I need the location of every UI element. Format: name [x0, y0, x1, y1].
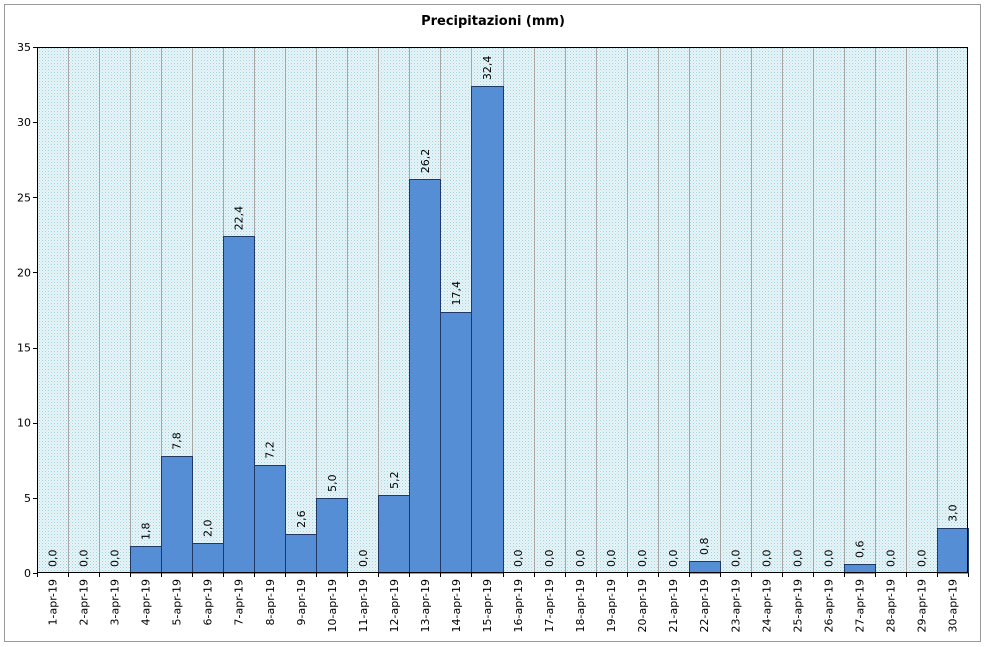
- x-tick-label: 26-apr-19: [822, 579, 835, 632]
- bar: [409, 179, 441, 574]
- bar: [689, 561, 721, 574]
- data-label: 2,0: [202, 519, 215, 537]
- x-tick-label: 9-apr-19: [295, 579, 308, 625]
- x-tick-label: 1-apr-19: [47, 579, 60, 625]
- x-tick-label: 24-apr-19: [760, 579, 773, 632]
- y-tick-label: 30: [17, 116, 31, 129]
- x-tick-label: 15-apr-19: [481, 579, 494, 632]
- bar: [223, 236, 255, 574]
- data-label: 0,0: [47, 550, 60, 568]
- bar: [378, 495, 410, 574]
- x-tick-label: 7-apr-19: [233, 579, 246, 625]
- bar: [440, 312, 472, 574]
- data-label: 0,0: [636, 550, 649, 568]
- x-tick-label: 22-apr-19: [698, 579, 711, 632]
- x-tick-label: 25-apr-19: [791, 579, 804, 632]
- data-label: 17,4: [450, 281, 463, 306]
- x-tick-label: 21-apr-19: [667, 579, 680, 632]
- data-label: 0,0: [667, 550, 680, 568]
- data-label: 0,0: [915, 550, 928, 568]
- x-tick-label: 11-apr-19: [357, 579, 370, 632]
- y-tick-label: 5: [24, 492, 31, 505]
- bar: [192, 543, 224, 574]
- x-tick-label: 16-apr-19: [512, 579, 525, 632]
- data-label: 2,6: [295, 510, 308, 528]
- data-label: 0,0: [543, 550, 556, 568]
- bar: [316, 498, 348, 574]
- bar: [161, 456, 193, 574]
- x-tick-label: 8-apr-19: [264, 579, 277, 625]
- x-tick-label: 29-apr-19: [915, 579, 928, 632]
- y-tick-label: 35: [17, 41, 31, 54]
- bar: [285, 534, 317, 574]
- y-tick-label: 15: [17, 342, 31, 355]
- data-label: 0,0: [822, 550, 835, 568]
- data-label: 0,0: [884, 550, 897, 568]
- data-label: 22,4: [233, 206, 246, 231]
- data-label: 0,0: [78, 550, 91, 568]
- x-tick-label: 12-apr-19: [388, 579, 401, 632]
- data-label: 0,0: [357, 550, 370, 568]
- data-labels: 0,0 0,0 0,0 1,8 7,8 2,0 22,4 7,2 2,6 5,0 0,0 5,2 26,…: [47, 56, 960, 567]
- data-label: 5,2: [388, 471, 401, 489]
- x-tick-label: 2-apr-19: [78, 579, 91, 625]
- data-label: 7,8: [171, 432, 184, 450]
- data-label: 0,0: [109, 550, 122, 568]
- x-tick-label: 23-apr-19: [729, 579, 742, 632]
- data-label: 5,0: [326, 474, 339, 492]
- x-tick-label: 17-apr-19: [543, 579, 556, 632]
- data-label: 26,2: [419, 149, 432, 174]
- data-label: 0,0: [729, 550, 742, 568]
- bars: [130, 86, 969, 574]
- data-label: 3,0: [946, 504, 959, 522]
- bar: [254, 465, 286, 574]
- x-tick-label: 19-apr-19: [605, 579, 618, 632]
- x-tick-label: 6-apr-19: [202, 579, 215, 625]
- data-label: 1,8: [140, 522, 153, 540]
- x-tick-label: 10-apr-19: [326, 579, 339, 632]
- x-tick-label: 3-apr-19: [109, 579, 122, 625]
- data-label: 0,6: [853, 540, 866, 558]
- chart-title: Precipitazioni (mm): [421, 14, 565, 29]
- data-label: 0,0: [512, 550, 525, 568]
- y-tick-label: 20: [17, 266, 31, 279]
- x-tick-label: 4-apr-19: [140, 579, 153, 625]
- data-label: 32,4: [481, 56, 494, 81]
- x-tick-label: 14-apr-19: [450, 579, 463, 632]
- x-axis-ticks: 1-apr-19 2-apr-19 3-apr-19 4-apr-19 5-apr-19…: [37, 573, 969, 632]
- data-label: 0,0: [574, 550, 587, 568]
- bar: [937, 528, 969, 574]
- data-label: 0,0: [760, 550, 773, 568]
- x-tick-label: 18-apr-19: [574, 579, 587, 632]
- data-label: 7,2: [264, 441, 277, 459]
- x-tick-label: 28-apr-19: [884, 579, 897, 632]
- y-tick-label: 25: [17, 191, 31, 204]
- bar: [844, 564, 876, 574]
- data-label: 0,8: [698, 537, 711, 555]
- plot-border: [37, 47, 968, 573]
- x-tick-label: 30-apr-19: [946, 579, 959, 632]
- data-label: 0,0: [791, 550, 804, 568]
- data-label: 0,0: [605, 550, 618, 568]
- x-tick-label: 5-apr-19: [171, 579, 184, 625]
- x-tick-label: 20-apr-19: [636, 579, 649, 632]
- y-tick-label: 10: [17, 417, 31, 430]
- bar: [130, 546, 162, 574]
- y-tick-label: 0: [24, 567, 31, 580]
- x-tick-label: 13-apr-19: [419, 579, 432, 632]
- x-tick-label: 27-apr-19: [853, 579, 866, 632]
- y-axis-ticks: 0 5 10 15 20 25 30 35: [17, 41, 37, 580]
- bar: [471, 86, 504, 574]
